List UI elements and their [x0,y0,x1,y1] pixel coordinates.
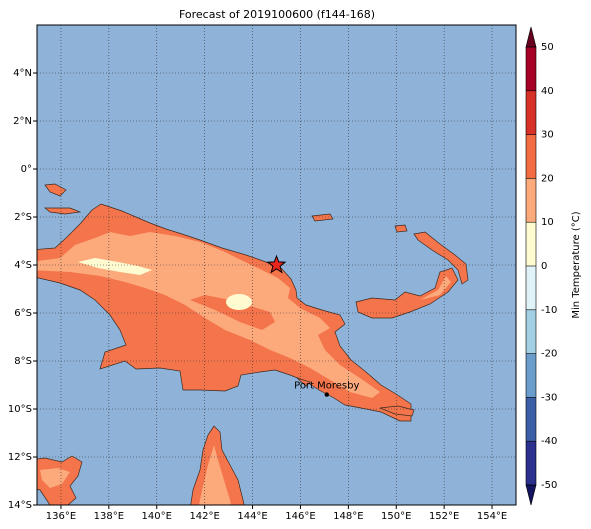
colorbar-tick-label: -50 [541,480,557,491]
colorbar-band [526,134,536,179]
lon-tick-label: 154°E [477,511,507,522]
colorbar-band [526,353,536,398]
island [379,405,415,417]
colorbar-tick-label: -20 [541,349,557,360]
colorbar-label: Min Temperature (°C) [571,211,582,318]
island [311,213,334,222]
island [44,207,82,215]
colorbar-band [526,441,536,485]
lon-tick-label: 144°E [237,511,267,522]
contour-0-10 [226,294,252,310]
lat-tick-label: 12°S [8,452,32,463]
lon-tick-label: 152°E [429,511,459,522]
lat-tick-label: 4°N [13,68,32,79]
city-label: Port Moresby [294,381,359,392]
lon-tick-label: 140°E [142,511,172,522]
contour-0-10 [78,258,152,275]
lat-tick-label: 8°S [14,356,32,367]
lat-tick-label: 6°S [14,308,32,319]
colorbar-band [526,47,536,91]
lon-tick-label: 148°E [333,511,363,522]
contour-10-20 [199,445,231,505]
colorbar-tick-label: 20 [541,173,554,184]
colorbar-tick-label: -40 [541,436,557,447]
colorbar-band [526,178,536,223]
colorbar-extend-over [525,26,537,48]
contour-20-30 [190,295,275,330]
lon-tick-label: 136°E [46,511,76,522]
colorbar-tick-label: 10 [541,217,554,228]
colorbar-band [526,309,536,354]
forecast-point [266,254,287,274]
lat-tick-label: 10°S [8,404,32,415]
colorbar-tick-label: 30 [541,130,554,141]
lon-tick-label: 142°E [189,511,219,522]
land [37,183,469,505]
colorbar: -50 -40 -30 -20 -10 0 10 20 30 40 50 [525,26,557,506]
colorbar-tick-label: 40 [541,86,554,97]
lon-tick-label: 138°E [94,511,124,522]
colorbar-tick-label: 50 [541,42,554,53]
new-britain [355,267,459,319]
colorbar-tick-label: -30 [541,392,557,403]
contour-10-20 [37,232,380,398]
island [394,224,408,233]
colorbar-extend-under [525,484,537,506]
lat-tick-label: 0° [21,164,32,175]
lat-tick-label: 2°S [14,212,32,223]
colorbar-band [526,222,536,266]
city-dot [324,392,329,397]
colorbar-band [526,90,536,135]
lat-tick-label: 4°S [14,260,32,271]
lat-tick-label: 14°S [8,500,32,511]
title: Forecast of 2019100600 (f144-168) [179,8,375,21]
contour-10-20 [40,468,70,488]
contour-10-20 [420,276,451,300]
colorbar-band [526,266,536,310]
lon-tick-label: 150°E [381,511,411,522]
lon-tick-label: 146°E [285,511,315,522]
lat-tick-label: 2°N [13,116,32,127]
colorbar-band [526,397,536,442]
colorbar-tick-label: -10 [541,305,557,316]
colorbar-tick-label: 0 [541,261,547,272]
new-ireland [413,231,469,285]
